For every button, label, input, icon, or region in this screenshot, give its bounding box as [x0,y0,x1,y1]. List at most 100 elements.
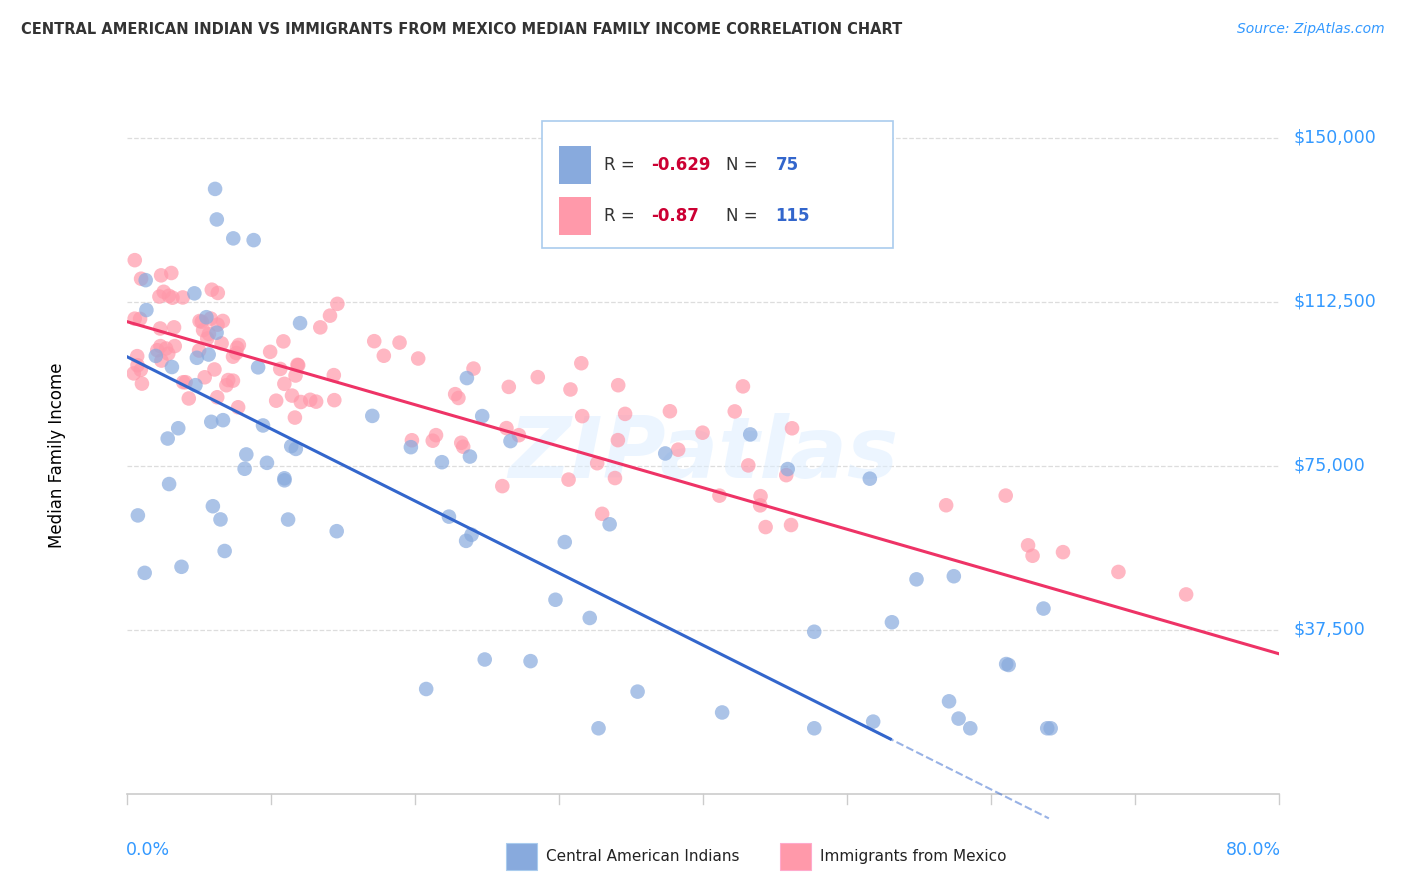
Point [188,314,211,328]
Point [287,358,309,372]
Point [211,314,233,328]
Point [740,427,762,442]
Text: $75,000: $75,000 [1294,457,1365,475]
Point [401,434,423,448]
Point [198,326,221,341]
Point [948,712,970,726]
Point [225,346,247,360]
Text: N =: N = [725,156,763,175]
Point [709,489,731,503]
Point [474,652,496,666]
Text: R =: R = [603,156,640,175]
Point [277,512,299,526]
Point [201,283,224,297]
Point [654,446,676,460]
Point [591,507,613,521]
Text: CENTRAL AMERICAN INDIAN VS IMMIGRANTS FROM MEXICO MEDIAN FAMILY INCOME CORRELATI: CENTRAL AMERICAN INDIAN VS IMMIGRANTS FR… [21,22,903,37]
Point [737,458,759,473]
Point [666,442,689,457]
Text: 80.0%: 80.0% [1226,841,1281,859]
Text: -0.87: -0.87 [651,207,699,225]
Point [1036,721,1059,735]
Point [780,518,803,533]
Point [222,374,245,388]
Point [560,383,582,397]
Point [519,654,541,668]
Point [191,315,214,329]
Point [711,706,734,720]
Point [724,404,747,418]
Text: Median Family Income: Median Family Income [48,362,66,548]
Point [205,212,228,227]
Point [938,694,960,708]
Point [122,367,145,381]
Point [498,380,520,394]
Point [775,468,797,483]
Point [214,544,236,558]
Point [554,535,576,549]
Point [273,334,295,349]
Point [280,439,302,453]
Point [247,360,270,375]
Point [422,434,444,448]
Text: Source: ZipAtlas.com: Source: ZipAtlas.com [1237,22,1385,37]
Point [256,456,278,470]
Point [456,371,478,385]
Point [211,336,233,351]
Point [1039,721,1062,735]
Point [163,320,186,334]
Point [207,318,229,332]
Point [299,392,322,407]
Point [994,489,1017,503]
Point [197,347,219,361]
Point [1175,587,1198,601]
Point [557,473,579,487]
Point [588,721,610,735]
Point [326,297,349,311]
Point [1021,549,1043,563]
Point [447,391,470,405]
Point [273,473,295,487]
Point [499,434,522,449]
Point [174,375,197,389]
Point [207,390,229,404]
Point [451,440,474,454]
Point [131,376,153,391]
Point [731,379,754,393]
Point [235,447,257,461]
Point [217,373,239,387]
Point [157,346,180,360]
Point [997,658,1019,673]
Point [146,343,169,358]
Point [129,311,152,326]
Point [148,289,170,303]
Point [252,418,274,433]
Point [373,349,395,363]
Point [233,462,256,476]
Point [526,370,548,384]
Point [186,351,208,365]
Text: ZIPatlas: ZIPatlas [508,413,898,497]
Point [184,378,207,392]
Point [209,512,232,526]
Point [129,271,152,285]
Point [319,309,342,323]
Point [995,657,1018,671]
Point [242,233,264,247]
Point [942,569,965,583]
Point [614,407,637,421]
Text: 75: 75 [776,156,799,175]
FancyBboxPatch shape [558,146,591,184]
Point [200,415,222,429]
Point [859,472,882,486]
Point [200,311,222,326]
Text: $112,500: $112,500 [1294,293,1376,310]
Point [157,477,180,491]
Point [626,684,648,698]
Point [309,320,332,334]
Point [607,378,630,392]
Point [880,615,903,630]
Point [281,388,304,402]
Point [458,450,481,464]
Point [167,421,190,435]
